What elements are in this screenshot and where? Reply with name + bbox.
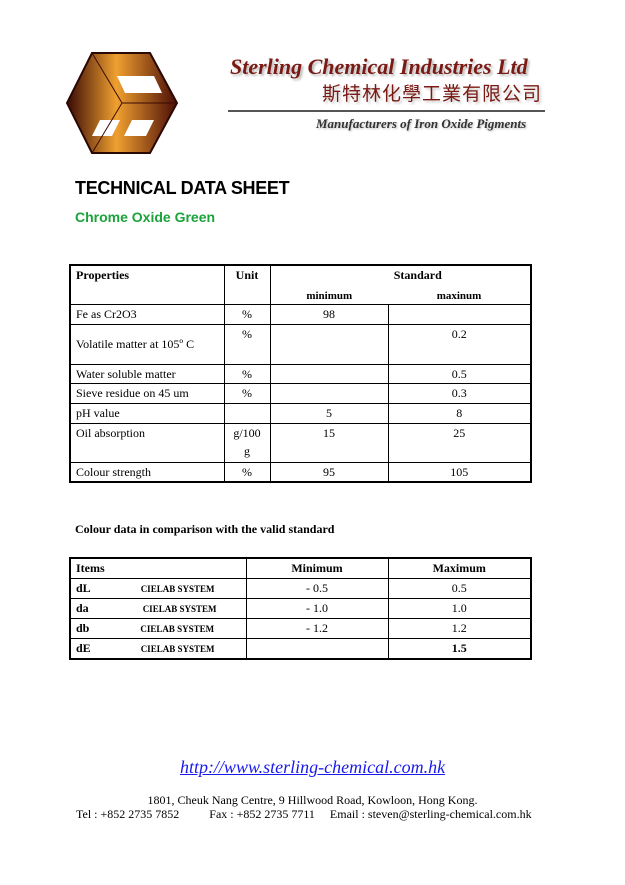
property-name: Colour strength xyxy=(69,461,225,483)
website-link[interactable]: http://www.sterling-chemical.com.hk xyxy=(179,757,446,777)
colour-system: CIELAB SYSTEM xyxy=(140,623,215,634)
property-unit: g/100 g xyxy=(223,422,271,463)
colour-min: - 1.2 xyxy=(245,617,389,639)
colour-system: CIELAB SYSTEM xyxy=(140,583,215,594)
property-max: 0.3 xyxy=(387,382,532,404)
colour-data-table: Items Minimum Maximum dL CIELAB SYSTEM - … xyxy=(69,557,532,660)
email: Email : steven@sterling-chemical.com.hk xyxy=(329,807,532,821)
property-max: 0.5 xyxy=(387,363,532,384)
property-name: pH value xyxy=(69,402,225,424)
colour-system: CIELAB SYSTEM xyxy=(140,643,215,654)
table-row: Water soluble matter % 0.5 xyxy=(69,363,532,384)
property-name: Fe as Cr2O3 xyxy=(69,303,225,325)
property-min: 15 xyxy=(269,422,389,463)
colour-item: db xyxy=(76,620,90,635)
colour-system: CIELAB SYSTEM xyxy=(142,603,217,614)
property-min: 5 xyxy=(269,402,389,424)
property-name: Volatile matter at 105º C xyxy=(69,323,225,365)
company-logo xyxy=(65,52,179,154)
header-properties: Properties xyxy=(69,264,225,305)
property-min xyxy=(269,323,389,365)
property-max: 25 xyxy=(387,422,532,463)
property-min xyxy=(269,382,389,404)
table-row: Sieve residue on 45 um % 0.3 xyxy=(69,382,532,404)
property-unit: % xyxy=(223,303,271,325)
header-minimum: minimum xyxy=(269,291,388,302)
contact-line: Tel : +852 2735 7852 Fax : +852 2735 771… xyxy=(76,807,532,822)
colour-item: da xyxy=(76,600,89,615)
header-maximum: Maximum xyxy=(387,557,532,579)
property-unit: % xyxy=(223,382,271,404)
header-unit: Unit xyxy=(223,264,271,305)
properties-table: Properties Unit Standard minimum maxinum… xyxy=(69,264,532,483)
colour-max: 1.0 xyxy=(387,597,532,619)
property-max xyxy=(387,303,532,325)
product-name: Chrome Oxide Green xyxy=(75,209,216,225)
table-row: Volatile matter at 105º C % 0.2 xyxy=(69,323,532,365)
property-unit: % xyxy=(223,323,271,365)
property-name: Oil absorption xyxy=(69,422,225,463)
colour-min: - 1.0 xyxy=(245,597,389,619)
table-header-row: Items Minimum Maximum xyxy=(69,557,532,579)
colour-item: dL xyxy=(76,580,91,595)
company-name-chinese: 斯特林化學工業有限公司 xyxy=(322,83,543,105)
property-name: Water soluble matter xyxy=(69,363,225,384)
document-title: TECHNICAL DATA SHEET xyxy=(75,178,290,198)
company-tagline: Manufacturers of Iron Oxide Pigments xyxy=(316,116,527,131)
colour-section-heading: Colour data in comparison with the valid… xyxy=(75,522,335,536)
property-min: 98 xyxy=(269,303,389,325)
property-max: 105 xyxy=(387,461,532,483)
property-max: 8 xyxy=(387,402,532,424)
colour-max: 1.5 xyxy=(387,637,532,659)
colour-max: 0.5 xyxy=(387,577,532,599)
header-minimum: Minimum xyxy=(245,557,389,579)
table-row: Oil absorption g/100 g 15 25 xyxy=(69,422,532,463)
colour-min xyxy=(245,637,389,659)
table-row: db CIELAB SYSTEM - 1.2 1.2 xyxy=(69,617,532,639)
telephone: Tel : +852 2735 7852 xyxy=(76,807,180,821)
property-unit: % xyxy=(223,461,271,483)
property-max: 0.2 xyxy=(387,323,532,365)
property-unit: % xyxy=(223,363,271,384)
colour-max: 1.2 xyxy=(387,617,532,639)
property-min: 95 xyxy=(269,461,389,483)
company-address: 1801, Cheuk Nang Centre, 9 Hillwood Road… xyxy=(147,793,478,807)
property-unit xyxy=(223,402,271,424)
fax: Fax : +852 2735 7711 xyxy=(209,807,315,821)
table-row: pH value 5 8 xyxy=(69,402,532,424)
colour-item: dE xyxy=(76,640,91,655)
table-row: Fe as Cr2O3 % 98 xyxy=(69,303,532,325)
colour-min: - 0.5 xyxy=(245,577,389,599)
property-name: Sieve residue on 45 um xyxy=(69,382,225,404)
company-name-english: Sterling Chemical Industries Ltd xyxy=(230,54,528,79)
table-row: dE CIELAB SYSTEM 1.5 xyxy=(69,637,532,659)
header-divider xyxy=(228,110,545,112)
property-min xyxy=(269,363,389,384)
table-row: Colour strength % 95 105 xyxy=(69,461,532,483)
header-items: Items xyxy=(69,557,247,579)
table-row: da CIELAB SYSTEM - 1.0 1.0 xyxy=(69,597,532,619)
table-row: dL CIELAB SYSTEM - 0.5 0.5 xyxy=(69,577,532,599)
header-maximum: maxinum xyxy=(436,290,482,302)
